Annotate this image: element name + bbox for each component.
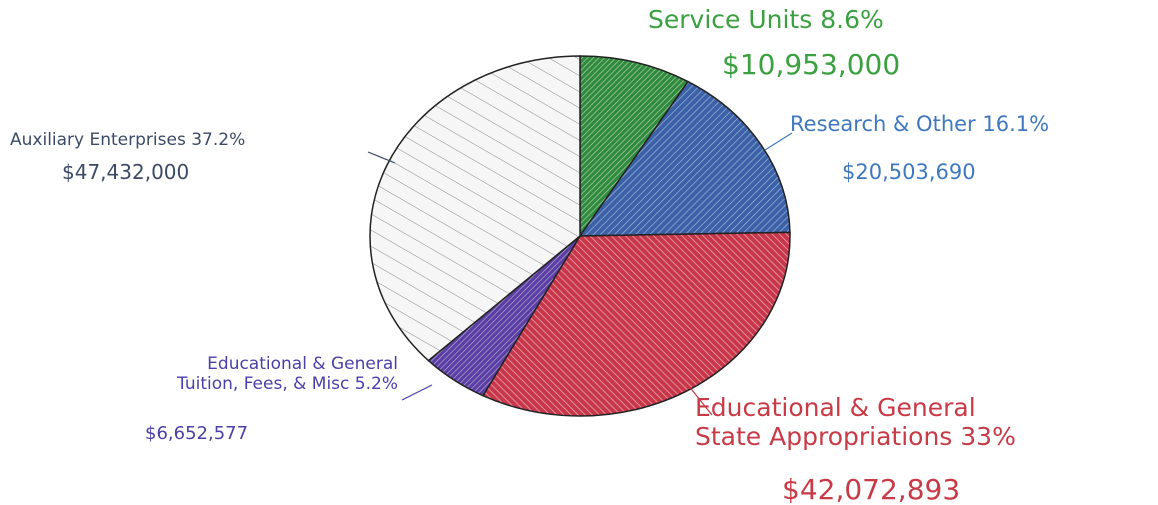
amount-label: $47,432,000 (62, 160, 190, 184)
percent-label: 16.1% (982, 112, 1050, 136)
percent-label: 33% (960, 421, 1016, 451)
leader-line (367, 151, 396, 164)
leader-line (401, 384, 433, 401)
pie-slice (578, 80, 791, 237)
category-name: Educational & General Tuition, Fees, & M… (177, 354, 398, 394)
slice-label: Educational & General Tuition, Fees, & M… (177, 354, 398, 394)
slice-label: Research & Other 16.1% (790, 112, 1049, 136)
category-name: Auxiliary Enterprises (10, 130, 186, 150)
percent-label: 5.2% (354, 373, 398, 394)
slice-label: Educational & General State Appropriatio… (695, 393, 1016, 452)
percent-label: 37.2% (191, 130, 246, 150)
amount-label: $10,953,000 (722, 48, 901, 81)
category-name: Educational & General State Appropriatio… (695, 393, 976, 451)
amount-label: $42,072,893 (782, 473, 961, 505)
slice-label: Service Units 8.6% (648, 5, 884, 35)
pie-slice (369, 55, 581, 362)
slice-label: Auxiliary Enterprises 37.2% (10, 130, 246, 151)
leader-line (687, 384, 713, 416)
amount-label: $6,652,577 (145, 423, 249, 444)
percent-label: 8.6% (820, 5, 884, 34)
category-name: Research & Other (790, 112, 976, 136)
pie-slice (579, 55, 690, 239)
amount-label: $20,503,690 (842, 160, 976, 184)
category-name: Service Units (648, 5, 813, 34)
leader-line (764, 132, 793, 151)
